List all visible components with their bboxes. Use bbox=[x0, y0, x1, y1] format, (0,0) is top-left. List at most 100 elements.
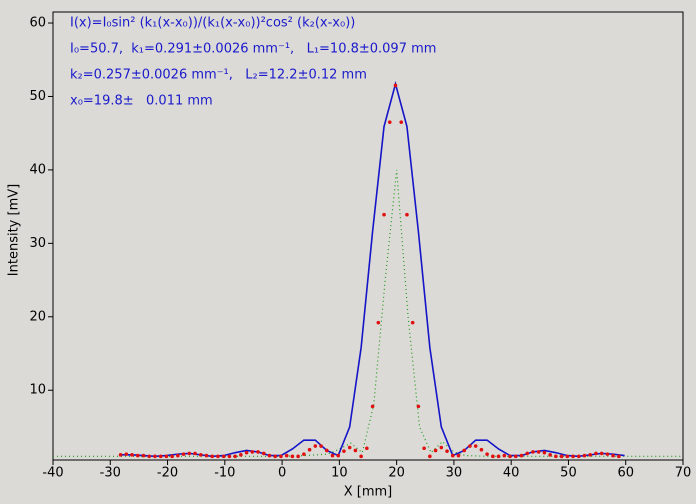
data-point bbox=[496, 454, 501, 459]
x-tick-label: 60 bbox=[617, 466, 634, 481]
data-point bbox=[617, 454, 621, 459]
data-point bbox=[519, 453, 524, 458]
data-point bbox=[576, 454, 581, 459]
data-point bbox=[565, 454, 570, 459]
data-point bbox=[284, 453, 289, 458]
data-point bbox=[410, 320, 415, 325]
series-line bbox=[120, 80, 625, 458]
data-point bbox=[135, 453, 140, 458]
data-point bbox=[473, 444, 478, 448]
data-point bbox=[462, 448, 467, 453]
data-point bbox=[548, 453, 552, 457]
y-tick-label: 10 bbox=[29, 383, 46, 398]
data-point bbox=[302, 452, 306, 456]
data-point bbox=[273, 454, 278, 459]
data-point bbox=[313, 444, 318, 448]
y-tick-label: 60 bbox=[29, 16, 46, 31]
data-point bbox=[227, 454, 232, 459]
data-point bbox=[342, 449, 346, 453]
data-point bbox=[433, 448, 438, 453]
data-point bbox=[153, 454, 157, 459]
data-point bbox=[359, 454, 363, 459]
data-point bbox=[147, 454, 152, 459]
data-point bbox=[239, 453, 243, 457]
data-point bbox=[611, 453, 615, 458]
data-point bbox=[365, 446, 369, 451]
data-point bbox=[130, 453, 134, 457]
data-point bbox=[571, 454, 575, 459]
y-tick-label: 20 bbox=[29, 309, 46, 324]
x-tick-label: -30 bbox=[100, 466, 121, 481]
data-point bbox=[508, 454, 512, 459]
data-point bbox=[468, 444, 472, 448]
x-tick-label: 0 bbox=[278, 466, 286, 481]
x-tick-label: 20 bbox=[388, 466, 405, 481]
data-point bbox=[290, 454, 295, 459]
data-point bbox=[422, 446, 426, 451]
data-point bbox=[319, 444, 323, 448]
data-point bbox=[502, 453, 507, 458]
data-point bbox=[370, 404, 375, 409]
data-point bbox=[279, 454, 283, 459]
data-point bbox=[531, 450, 535, 454]
data-point bbox=[428, 454, 432, 459]
data-point bbox=[256, 450, 260, 454]
data-point bbox=[513, 454, 518, 459]
data-point bbox=[416, 404, 421, 409]
data-point bbox=[525, 451, 530, 456]
x-tick-label: -10 bbox=[214, 466, 235, 481]
data-point bbox=[198, 453, 203, 457]
data-point bbox=[216, 454, 220, 459]
data-point bbox=[141, 453, 146, 458]
plot-frame bbox=[52, 11, 684, 461]
x-tick-label: -40 bbox=[42, 466, 63, 481]
data-point bbox=[445, 449, 449, 453]
data-point bbox=[330, 453, 335, 458]
data-point bbox=[536, 450, 541, 454]
data-point bbox=[221, 454, 226, 459]
data-point bbox=[554, 454, 558, 459]
data-point bbox=[485, 452, 489, 456]
data-point bbox=[542, 450, 547, 455]
data-point bbox=[405, 212, 409, 217]
x-tick-label: -20 bbox=[157, 466, 178, 481]
data-point bbox=[233, 454, 237, 459]
data-point bbox=[559, 454, 564, 459]
x-tick-label: 30 bbox=[446, 466, 463, 481]
data-point bbox=[324, 448, 329, 453]
annotation: I₀=50.7, k₁=0.291±0.0026 mm⁻¹, L₁=10.8±0… bbox=[70, 42, 436, 57]
data-point bbox=[376, 320, 381, 325]
data-point bbox=[124, 452, 129, 456]
x-tick-label: 50 bbox=[560, 466, 577, 481]
data-point bbox=[336, 453, 341, 458]
data-point bbox=[158, 454, 163, 459]
x-tick-label: 70 bbox=[675, 466, 692, 481]
y-axis-label: Intensity [mV] bbox=[7, 184, 22, 276]
annotation: k₂=0.257±0.0026 mm⁻¹, L₂=12.2±0.12 mm bbox=[70, 68, 367, 83]
data-point bbox=[594, 451, 598, 456]
data-point bbox=[176, 453, 180, 458]
y-tick-label: 30 bbox=[29, 236, 46, 251]
x-tick-label: 40 bbox=[503, 466, 520, 481]
data-point bbox=[588, 453, 593, 457]
data-point bbox=[605, 452, 610, 456]
data-point bbox=[450, 453, 455, 458]
data-point bbox=[439, 445, 444, 450]
data-point bbox=[118, 453, 123, 457]
data-point bbox=[491, 454, 495, 459]
data-point bbox=[456, 453, 461, 458]
y-tick-label: 50 bbox=[29, 89, 46, 104]
data-point bbox=[261, 451, 266, 456]
data-point bbox=[170, 454, 174, 459]
data-point bbox=[582, 453, 587, 458]
data-point bbox=[387, 120, 392, 124]
data-point bbox=[210, 454, 215, 459]
x-tick-label: 10 bbox=[331, 466, 348, 481]
annotation: x₀=19.8± 0.011 mm bbox=[70, 94, 213, 109]
data-point bbox=[204, 453, 209, 458]
data-point bbox=[347, 445, 352, 450]
data-point bbox=[353, 448, 358, 453]
data-point bbox=[193, 451, 197, 456]
